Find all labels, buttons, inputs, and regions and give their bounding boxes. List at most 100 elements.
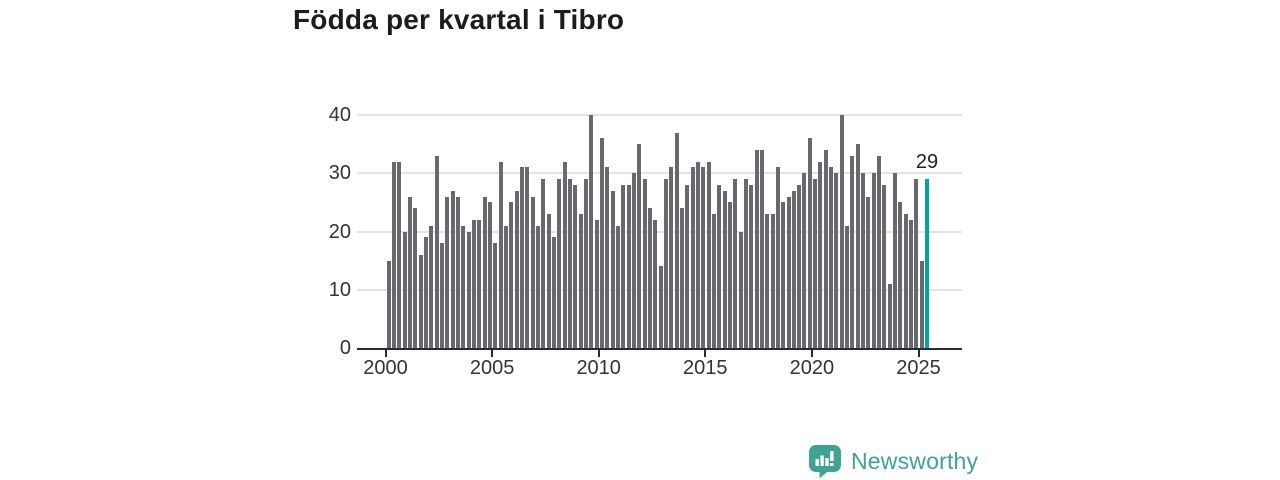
x-axis-tick — [597, 350, 600, 357]
newsworthy-logo-text: Newsworthy — [851, 447, 979, 474]
bar — [887, 283, 892, 348]
y-axis-label: 30 — [328, 162, 351, 185]
bar — [637, 144, 642, 348]
bar — [413, 208, 418, 348]
bar — [557, 179, 562, 348]
x-axis-label: 2015 — [683, 357, 728, 379]
bar — [903, 214, 908, 348]
bar — [610, 190, 615, 348]
bar — [690, 167, 695, 348]
bar — [770, 214, 775, 348]
bar — [440, 243, 444, 348]
bar — [504, 225, 508, 348]
bar — [525, 167, 530, 348]
bar — [866, 196, 871, 348]
bar — [711, 214, 716, 348]
bar — [589, 115, 594, 348]
bar — [605, 167, 610, 348]
bar — [674, 132, 679, 348]
bar — [909, 219, 913, 348]
bar — [488, 202, 492, 348]
bar — [583, 179, 588, 348]
bar — [733, 179, 738, 348]
x-axis-label: 2010 — [576, 357, 621, 379]
bar — [562, 161, 567, 348]
bar — [797, 184, 802, 348]
y-axis-label: 10 — [328, 278, 351, 301]
bar — [781, 202, 786, 348]
x-axis-label: 2025 — [896, 357, 941, 379]
bar — [914, 179, 919, 348]
bar — [578, 214, 583, 348]
bar — [429, 225, 434, 348]
bar — [695, 161, 700, 348]
bar — [482, 196, 487, 348]
bar — [727, 202, 732, 348]
x-axis-line — [357, 348, 962, 350]
bar — [434, 155, 439, 348]
bar — [786, 196, 791, 348]
bar — [850, 155, 855, 348]
bar — [647, 208, 652, 348]
x-axis-tick — [704, 350, 707, 357]
bar — [402, 231, 407, 348]
bar — [685, 184, 690, 348]
bar — [871, 173, 876, 349]
bar — [663, 179, 668, 348]
bar — [472, 219, 476, 348]
bar — [567, 179, 572, 348]
bar — [477, 219, 482, 348]
gridline — [357, 230, 962, 233]
y-axis-label: 20 — [328, 220, 351, 243]
bar — [898, 202, 903, 348]
bar — [919, 260, 924, 348]
x-axis-tick — [810, 350, 813, 357]
bar — [775, 167, 780, 348]
bar — [445, 196, 450, 348]
bar — [802, 173, 807, 349]
bar — [717, 184, 722, 348]
bar — [882, 184, 887, 348]
bar — [392, 161, 396, 348]
bar — [818, 161, 823, 348]
x-axis-tick — [917, 350, 920, 357]
bar — [541, 179, 546, 348]
bar — [679, 208, 684, 348]
bar — [626, 184, 631, 348]
bar — [461, 225, 466, 348]
bar — [418, 254, 423, 348]
bar — [530, 196, 535, 348]
bar — [829, 167, 834, 348]
bar — [722, 190, 727, 348]
gridline — [357, 172, 962, 175]
bar — [408, 196, 412, 348]
bar — [509, 202, 514, 348]
bar — [658, 266, 663, 348]
bar — [749, 184, 754, 348]
highlight-bar-value-label: 29 — [915, 151, 939, 174]
bar — [621, 184, 626, 348]
bar — [765, 214, 770, 348]
bar — [861, 173, 866, 349]
bar — [397, 161, 402, 348]
bar — [855, 144, 860, 348]
bar — [807, 138, 812, 348]
bar — [754, 149, 759, 348]
y-axis-label: 40 — [328, 104, 351, 126]
newsworthy-logo: Newsworthy — [808, 444, 978, 478]
bar — [424, 237, 428, 348]
bar — [493, 243, 498, 348]
bar — [743, 179, 748, 348]
bar — [791, 190, 796, 348]
bar — [599, 138, 604, 348]
highlighted-bar — [925, 179, 929, 348]
chart-title: Födda per kvartal i Tibro — [293, 4, 625, 35]
bar — [514, 190, 519, 348]
x-axis-tick — [491, 350, 494, 357]
newsworthy-logo-icon — [809, 445, 841, 478]
bar — [520, 167, 524, 348]
bar — [701, 167, 706, 348]
bar — [877, 155, 882, 348]
